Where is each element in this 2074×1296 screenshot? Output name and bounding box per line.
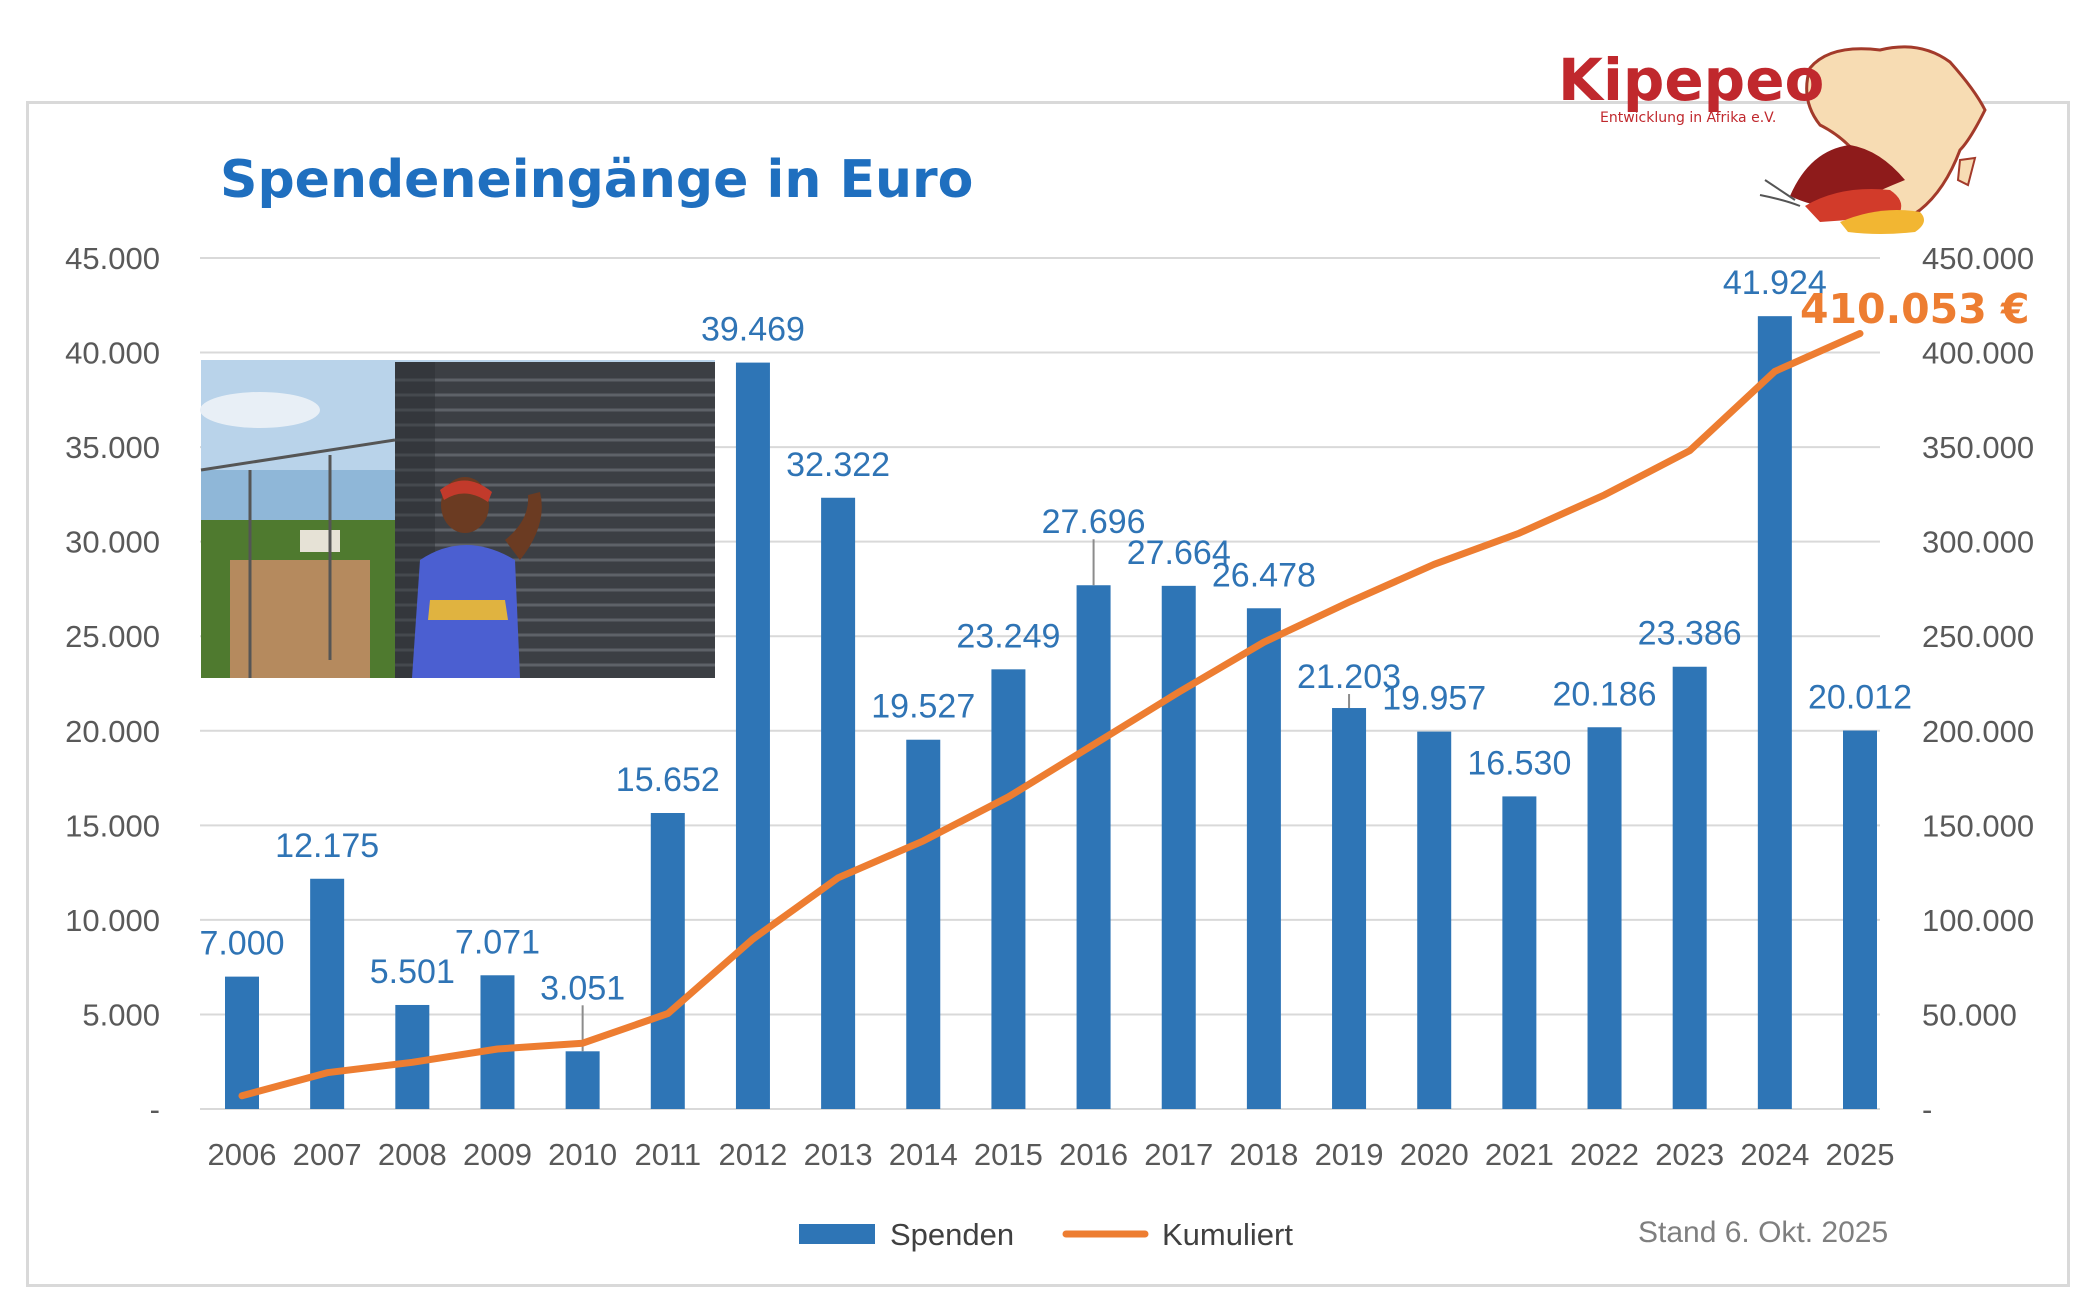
left-tick-label: 15.000 bbox=[65, 808, 160, 843]
x-tick-label: 2019 bbox=[1315, 1137, 1384, 1172]
bar-2010 bbox=[565, 1051, 600, 1109]
right-tick-label: - bbox=[1922, 1092, 1932, 1127]
legend: Spenden Kumuliert bbox=[799, 1217, 1293, 1252]
legend-label-kumuliert: Kumuliert bbox=[1162, 1217, 1293, 1252]
x-tick-label: 2012 bbox=[718, 1137, 787, 1172]
bar-2019 bbox=[1332, 708, 1367, 1109]
right-tick-label: 150.000 bbox=[1922, 808, 2034, 843]
chart-frame bbox=[26, 101, 2070, 1287]
data-label-2023: 23.386 bbox=[1638, 615, 1742, 653]
bar-2024 bbox=[1757, 316, 1792, 1110]
x-tick-label: 2018 bbox=[1229, 1137, 1298, 1172]
bar-2018 bbox=[1246, 608, 1281, 1109]
total-label: 410.053 € bbox=[1800, 285, 2030, 333]
bar-2006 bbox=[225, 976, 259, 1109]
bar-2015 bbox=[991, 669, 1026, 1109]
x-tick-label: 2011 bbox=[634, 1137, 701, 1172]
bar-2011 bbox=[650, 813, 685, 1109]
right-tick-label: 450.000 bbox=[1922, 241, 2034, 276]
x-tick-label: 2006 bbox=[208, 1137, 277, 1172]
data-label-2013: 32.322 bbox=[786, 446, 890, 484]
bar-2009 bbox=[480, 975, 515, 1109]
left-tick-label: 20.000 bbox=[65, 714, 160, 749]
bar-2023 bbox=[1672, 666, 1707, 1109]
chart-title: Spendeneingänge in Euro bbox=[220, 150, 973, 210]
right-tick-label: 50.000 bbox=[1922, 997, 2017, 1032]
left-tick-label: 35.000 bbox=[65, 430, 160, 465]
data-label-2008: 5.501 bbox=[370, 953, 455, 991]
right-tick-label: 100.000 bbox=[1922, 903, 2034, 938]
data-label-2010: 3.051 bbox=[540, 969, 625, 1007]
x-tick-label: 2013 bbox=[804, 1137, 873, 1172]
bar-2021 bbox=[1502, 796, 1537, 1109]
legend-label-spenden: Spenden bbox=[890, 1217, 1014, 1252]
x-tick-label: 2021 bbox=[1485, 1137, 1554, 1172]
x-tick-label: 2023 bbox=[1655, 1137, 1724, 1172]
x-tick-label: 2015 bbox=[974, 1137, 1043, 1172]
left-tick-label: 40.000 bbox=[65, 336, 160, 371]
logo-name: Kipepeo bbox=[1558, 46, 1824, 114]
bar-2017 bbox=[1161, 585, 1196, 1109]
left-tick-label: 45.000 bbox=[65, 241, 160, 276]
right-tick-label: 400.000 bbox=[1922, 336, 2034, 371]
x-tick-label: 2017 bbox=[1144, 1137, 1213, 1172]
x-tick-label: 2009 bbox=[463, 1137, 532, 1172]
data-label-2025: 20.012 bbox=[1808, 679, 1912, 717]
data-label-2020: 19.957 bbox=[1382, 680, 1486, 718]
left-tick-label: 10.000 bbox=[65, 903, 160, 938]
left-tick-label: 30.000 bbox=[65, 525, 160, 560]
bar-2022 bbox=[1587, 727, 1622, 1109]
left-tick-label: 5.000 bbox=[82, 997, 160, 1032]
logo-subtitle: Entwicklung in Afrika e.V. bbox=[1600, 110, 1776, 126]
x-tick-label: 2007 bbox=[293, 1137, 362, 1172]
bar-2012 bbox=[735, 362, 770, 1109]
data-label-2024: 41.924 bbox=[1723, 264, 1827, 302]
bars-spenden bbox=[225, 316, 1877, 1110]
x-tick-label: 2014 bbox=[889, 1137, 958, 1172]
right-tick-label: 350.000 bbox=[1922, 430, 2034, 465]
data-label-2012: 39.469 bbox=[701, 311, 805, 349]
data-label-2022: 20.186 bbox=[1553, 675, 1657, 713]
x-tick-label: 2025 bbox=[1826, 1137, 1895, 1172]
data-label-2019: 21.203 bbox=[1297, 658, 1401, 696]
data-label-2006: 7.000 bbox=[199, 925, 284, 963]
x-axis-labels: 2006 2007 2008 2009 2010 2011 2012 2013 2014 2015… bbox=[208, 1137, 1895, 1172]
data-label-2009: 7.071 bbox=[455, 923, 540, 961]
bar-2020 bbox=[1417, 731, 1452, 1109]
x-tick-label: 2022 bbox=[1570, 1137, 1639, 1172]
bar-2008 bbox=[395, 1004, 430, 1109]
data-label-2018: 26.478 bbox=[1212, 556, 1316, 594]
bar-2016 bbox=[1076, 585, 1111, 1109]
right-tick-label: 200.000 bbox=[1922, 714, 2034, 749]
legend-swatch-spenden bbox=[799, 1224, 875, 1244]
right-tick-label: 250.000 bbox=[1922, 619, 2034, 654]
footnote-stand: Stand 6. Okt. 2025 bbox=[1638, 1216, 1888, 1249]
left-tick-label: 25.000 bbox=[65, 619, 160, 654]
photo-woman-water-tank bbox=[200, 360, 715, 678]
data-label-2017: 27.664 bbox=[1127, 534, 1231, 572]
data-label-2011: 15.652 bbox=[616, 761, 720, 799]
x-tick-label: 2008 bbox=[378, 1137, 447, 1172]
right-axis: - 50.000 100.000 150.000 200.000 250.000 300.0… bbox=[1922, 241, 2034, 1127]
line-kumuliert bbox=[238, 330, 1864, 1100]
bar-2013 bbox=[821, 497, 856, 1109]
data-label-2016: 27.696 bbox=[1042, 503, 1146, 541]
right-tick-label: 300.000 bbox=[1922, 525, 2034, 560]
x-tick-label: 2016 bbox=[1059, 1137, 1128, 1172]
data-label-2021: 16.530 bbox=[1467, 744, 1571, 782]
data-label-2015: 23.249 bbox=[956, 617, 1060, 655]
x-tick-label: 2010 bbox=[548, 1137, 617, 1172]
data-label-2014: 19.527 bbox=[871, 688, 975, 726]
x-tick-label: 2024 bbox=[1740, 1137, 1809, 1172]
bar-2025 bbox=[1843, 730, 1877, 1109]
bar-2014 bbox=[906, 739, 941, 1109]
left-tick-label: - bbox=[150, 1092, 160, 1127]
data-label-2007: 12.175 bbox=[275, 827, 379, 865]
x-tick-label: 2020 bbox=[1400, 1137, 1469, 1172]
left-axis: - 5.000 10.000 15.000 20.000 25.000 30.000 35.0… bbox=[65, 241, 160, 1127]
kipepeo-logo: Kipepeo Entwicklung in Afrika e.V. bbox=[1558, 45, 1987, 234]
